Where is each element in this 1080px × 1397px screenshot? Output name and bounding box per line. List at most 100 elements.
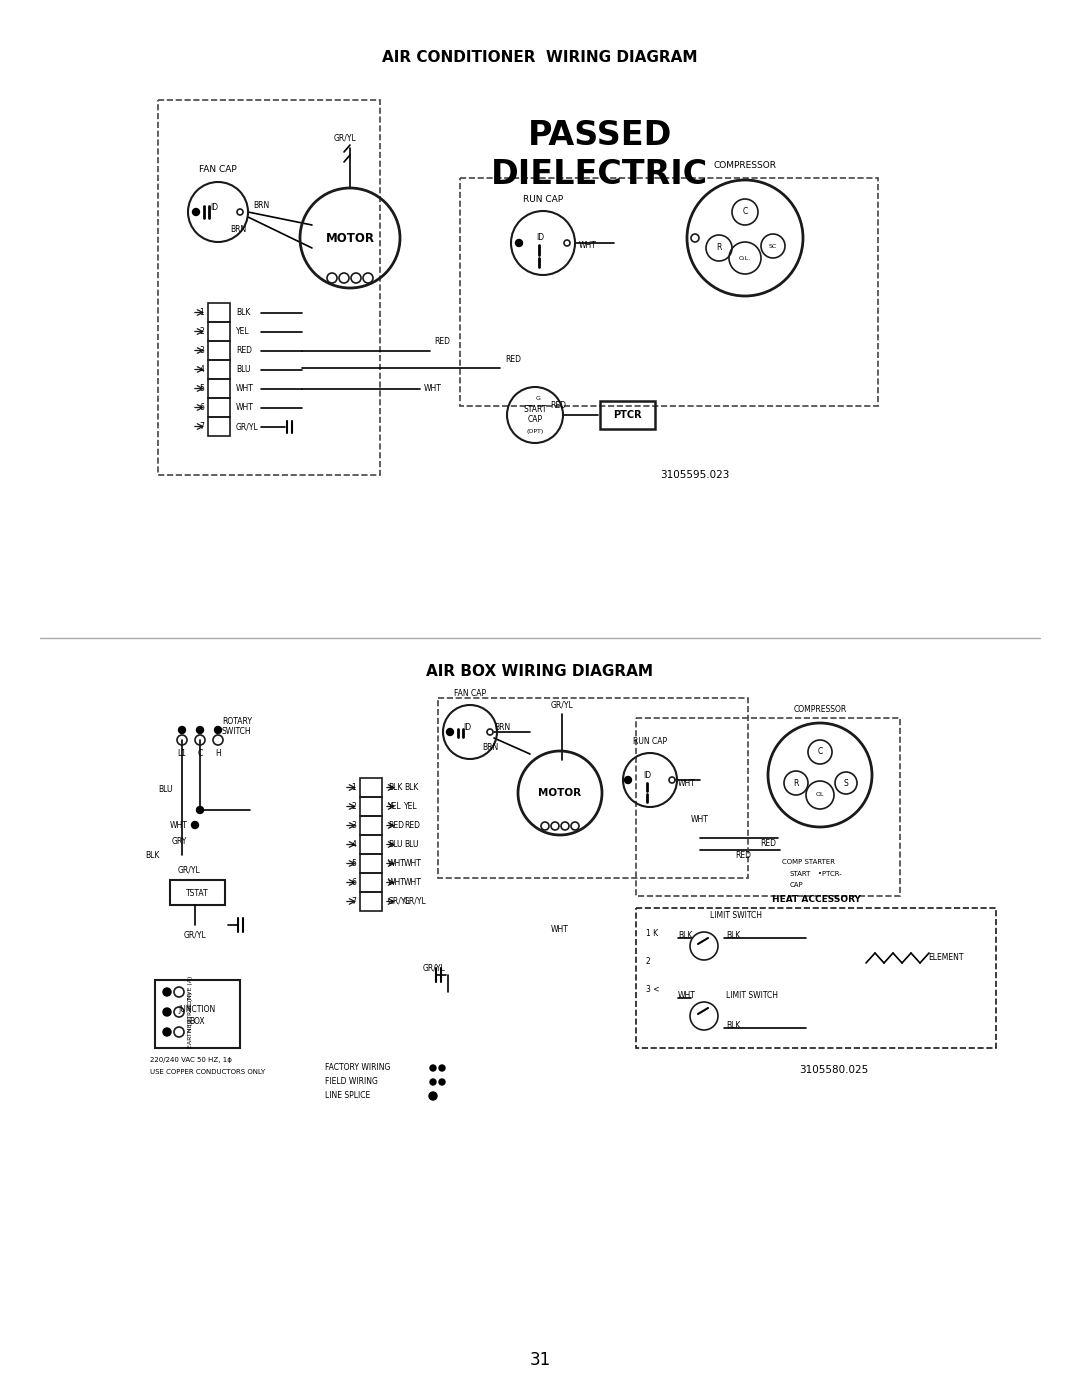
Text: WHT: WHT (170, 820, 188, 830)
Text: BLK: BLK (145, 851, 160, 859)
Text: 6: 6 (199, 402, 204, 412)
Text: 3105580.025: 3105580.025 (799, 1065, 868, 1076)
Circle shape (515, 239, 523, 246)
Text: 1: 1 (351, 782, 356, 792)
Circle shape (446, 728, 454, 735)
Text: 2: 2 (199, 327, 204, 337)
Text: WHT: WHT (678, 778, 696, 788)
Text: CAP: CAP (527, 415, 542, 425)
Text: FAN CAP: FAN CAP (199, 165, 237, 175)
Text: LIMIT SWITCH: LIMIT SWITCH (710, 911, 762, 921)
Text: BLK: BLK (678, 932, 692, 940)
Text: START: START (523, 405, 546, 414)
Bar (208, 341, 230, 360)
Text: GR/YL: GR/YL (184, 930, 206, 940)
Text: 4: 4 (351, 840, 356, 849)
Bar (208, 303, 230, 321)
Text: WHT: WHT (579, 242, 597, 250)
Text: 2: 2 (351, 802, 356, 812)
Circle shape (438, 1065, 445, 1071)
Text: RUN CAP: RUN CAP (633, 738, 667, 746)
Text: 31: 31 (529, 1351, 551, 1369)
Text: MOTOR: MOTOR (539, 788, 581, 798)
Text: WHT: WHT (237, 384, 254, 393)
Text: START: START (789, 870, 811, 877)
Text: GRY: GRY (172, 837, 187, 847)
Bar (360, 854, 382, 873)
Text: CAP: CAP (789, 882, 804, 888)
Circle shape (197, 726, 203, 733)
Text: 220/240 VAC 50 HZ, 1ϕ: 220/240 VAC 50 HZ, 1ϕ (150, 1058, 232, 1063)
Text: RED: RED (550, 401, 566, 411)
Text: LINE SPLICE: LINE SPLICE (325, 1091, 370, 1101)
Text: RED: RED (434, 337, 450, 346)
Text: 4: 4 (199, 365, 204, 374)
Text: GR/YL: GR/YL (237, 422, 259, 432)
Text: R: R (794, 778, 799, 788)
Text: RED: RED (388, 821, 404, 830)
Text: S: S (843, 778, 849, 788)
Text: ACTIVE (A): ACTIVE (A) (188, 975, 193, 1009)
Text: AIR BOX WIRING DIAGRAM: AIR BOX WIRING DIAGRAM (427, 665, 653, 679)
Text: RED: RED (760, 838, 777, 848)
Text: PASSED
DIELECTRIC: PASSED DIELECTRIC (491, 119, 708, 190)
Text: JUNCTION: JUNCTION (178, 1006, 216, 1014)
Text: RED: RED (505, 355, 521, 365)
Bar (600, 401, 654, 429)
Bar (360, 778, 382, 798)
Text: FIELD WIRING: FIELD WIRING (325, 1077, 378, 1087)
Text: WHT: WHT (404, 859, 422, 868)
Text: GR/YL: GR/YL (388, 897, 410, 907)
Text: BLK: BLK (404, 782, 418, 792)
Text: BLK: BLK (388, 782, 403, 792)
Text: 7: 7 (199, 422, 204, 432)
Bar (360, 893, 382, 911)
Circle shape (624, 777, 632, 784)
Circle shape (429, 1092, 437, 1099)
Circle shape (192, 208, 200, 215)
Text: YEL: YEL (404, 802, 418, 812)
Text: WHT: WHT (678, 992, 696, 1000)
Text: 5: 5 (351, 859, 356, 868)
Text: RED: RED (404, 821, 420, 830)
Text: 3: 3 (351, 821, 356, 830)
Text: NEUTRAL (N): NEUTRAL (N) (188, 992, 193, 1032)
Text: OL: OL (815, 792, 824, 798)
Text: USE COPPER CONDUCTORS ONLY: USE COPPER CONDUCTORS ONLY (150, 1069, 266, 1076)
Bar (360, 835, 382, 854)
Text: BLK: BLK (726, 932, 741, 940)
Text: C: C (198, 749, 203, 757)
Text: BLU: BLU (388, 840, 403, 849)
Text: BRN: BRN (494, 724, 510, 732)
Text: RUN CAP: RUN CAP (523, 194, 563, 204)
Text: GR/YL: GR/YL (404, 897, 427, 907)
Circle shape (191, 821, 199, 828)
Text: H: H (215, 749, 221, 757)
Text: BOX: BOX (189, 1017, 205, 1027)
Text: RED: RED (237, 346, 252, 355)
Text: COMPRESSOR: COMPRESSOR (714, 162, 777, 170)
Text: WHT: WHT (388, 877, 406, 887)
Circle shape (430, 1065, 436, 1071)
Text: BLU: BLU (158, 785, 173, 795)
Text: AIR CONDITIONER  WIRING DIAGRAM: AIR CONDITIONER WIRING DIAGRAM (382, 49, 698, 64)
Text: HEAT ACCESSORY: HEAT ACCESSORY (771, 895, 861, 904)
Text: YEL: YEL (237, 327, 249, 337)
Text: 3105595.023: 3105595.023 (661, 469, 730, 481)
Text: GR/YL: GR/YL (422, 964, 445, 972)
Text: ID: ID (210, 203, 218, 211)
Text: BLK: BLK (237, 307, 251, 317)
Text: FAN CAP: FAN CAP (454, 690, 486, 698)
Text: 7: 7 (351, 897, 356, 907)
Text: BRN: BRN (482, 742, 498, 752)
Text: GR/YL: GR/YL (334, 134, 356, 142)
Circle shape (163, 988, 171, 996)
Text: C: C (818, 747, 823, 757)
Bar (360, 798, 382, 816)
Text: RED: RED (735, 851, 751, 859)
Text: BLK: BLK (726, 1021, 741, 1031)
Bar (208, 360, 230, 379)
Text: G: G (536, 395, 540, 401)
Text: COMPRESSOR: COMPRESSOR (794, 705, 847, 714)
Text: SWITCH: SWITCH (222, 728, 252, 736)
